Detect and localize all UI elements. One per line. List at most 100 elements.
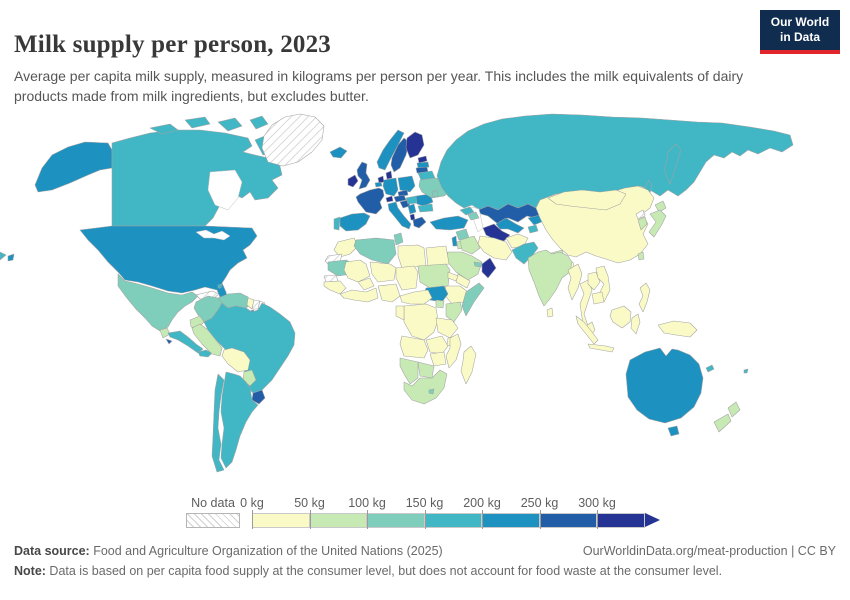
country-azerbaijan[interactable]	[467, 211, 480, 221]
country-honduras-nicaragua[interactable]	[167, 330, 204, 354]
country-drc[interactable]	[403, 303, 439, 341]
country-uzbekistan[interactable]	[495, 217, 525, 234]
country-sumatra[interactable]	[575, 315, 599, 345]
country-spain[interactable]	[339, 212, 371, 232]
country-japan[interactable]	[648, 209, 667, 238]
country-alaska[interactable]	[34, 141, 113, 193]
country-norway[interactable]	[376, 129, 405, 171]
legend-no-data-swatch[interactable]	[186, 513, 240, 528]
country-bahamas[interactable]	[217, 283, 223, 289]
country-nigeria[interactable]	[377, 283, 401, 303]
country-mongolia[interactable]	[547, 189, 627, 211]
legend-bin-swatch[interactable]	[424, 513, 482, 528]
country-turkey[interactable]	[429, 215, 469, 231]
country-canada[interactable]	[111, 129, 283, 227]
country-bolivia[interactable]	[221, 347, 251, 373]
country-north-korea[interactable]	[635, 209, 646, 220]
country-brazil[interactable]	[203, 302, 296, 395]
legend-bin-swatch[interactable]	[482, 513, 540, 528]
country-botswana[interactable]	[417, 361, 435, 379]
country-peru[interactable]	[191, 323, 223, 357]
country-oman[interactable]	[481, 257, 497, 279]
country-angola[interactable]	[399, 335, 429, 359]
country-uruguay[interactable]	[251, 389, 266, 405]
arctic-island[interactable]	[249, 115, 269, 130]
country-russia-kamchatka[interactable]	[663, 143, 682, 185]
legend-bin-swatch[interactable]	[597, 513, 645, 528]
country-saudi-arabia[interactable]	[445, 251, 483, 281]
country-australia[interactable]	[625, 347, 704, 424]
country-czechia[interactable]	[397, 189, 409, 198]
country-senegal[interactable]	[323, 274, 339, 283]
country-egypt[interactable]	[425, 245, 450, 267]
country-morocco[interactable]	[333, 237, 359, 258]
country-georgia[interactable]	[459, 206, 475, 216]
country-philippines[interactable]	[638, 282, 651, 313]
owid-logo[interactable]: Our World in Data	[760, 10, 840, 54]
country-zimbabwe[interactable]	[429, 351, 447, 367]
country-ireland[interactable]	[347, 174, 359, 188]
legend-bin-swatch[interactable]	[367, 513, 425, 528]
country-russia-wrap[interactable]	[0, 251, 7, 261]
country-italy[interactable]	[387, 201, 412, 230]
legend-bin-swatch[interactable]	[539, 513, 597, 528]
arctic-island[interactable]	[217, 117, 243, 132]
country-guinea-region[interactable]	[323, 280, 347, 295]
country-sri-lanka[interactable]	[546, 307, 554, 318]
country-albania[interactable]	[409, 213, 416, 221]
country-new-zealand-south[interactable]	[713, 413, 732, 433]
country-taiwan[interactable]	[637, 251, 645, 261]
country-india[interactable]	[527, 249, 573, 307]
country-mozambique[interactable]	[445, 333, 462, 369]
country-kenya[interactable]	[445, 301, 463, 323]
country-gabon-congo[interactable]	[395, 305, 405, 321]
country-chile[interactable]	[211, 373, 225, 473]
country-sulawesi[interactable]	[630, 313, 641, 335]
country-iceland[interactable]	[329, 146, 348, 159]
country-finland[interactable]	[405, 131, 425, 159]
country-chad[interactable]	[395, 265, 419, 291]
country-denmark[interactable]	[385, 170, 393, 180]
country-costa-rica-panama[interactable]	[197, 349, 213, 358]
country-pakistan[interactable]	[511, 241, 539, 265]
country-burkina-faso[interactable]	[357, 277, 375, 291]
country-sudan[interactable]	[417, 263, 451, 289]
country-portugal[interactable]	[333, 216, 341, 231]
country-iraq[interactable]	[459, 235, 481, 255]
country-west-african-coast[interactable]	[339, 287, 379, 303]
country-israel[interactable]	[451, 235, 458, 247]
country-new-zealand-north[interactable]	[727, 401, 741, 418]
country-greenland[interactable]	[261, 113, 325, 167]
country-austria[interactable]	[393, 194, 407, 203]
country-fiji[interactable]	[743, 368, 749, 374]
country-latvia[interactable]	[416, 161, 430, 169]
country-el-salvador[interactable]	[165, 338, 173, 345]
country-libya[interactable]	[397, 244, 427, 269]
country-serbia[interactable]	[407, 203, 417, 215]
country-poland[interactable]	[397, 175, 416, 193]
country-bulgaria[interactable]	[417, 203, 434, 213]
country-somalia[interactable]	[461, 282, 485, 317]
country-tanzania[interactable]	[435, 317, 459, 339]
country-mexico[interactable]	[117, 273, 199, 332]
country-south-korea[interactable]	[637, 216, 648, 231]
country-hawaii[interactable]	[7, 253, 15, 262]
country-estonia[interactable]	[417, 155, 428, 164]
legend-bin-swatch[interactable]	[309, 513, 367, 528]
country-uk[interactable]	[356, 161, 371, 190]
country-new-caledonia[interactable]	[705, 364, 715, 373]
country-namibia[interactable]	[399, 357, 419, 385]
country-usa[interactable]	[79, 225, 258, 303]
country-belgium[interactable]	[374, 181, 383, 188]
country-lesotho[interactable]	[428, 388, 435, 395]
country-borneo[interactable]	[609, 305, 632, 329]
country-madagascar[interactable]	[460, 345, 477, 385]
country-japan-hokkaido[interactable]	[654, 200, 667, 213]
country-south-africa[interactable]	[403, 369, 448, 405]
arctic-island[interactable]	[184, 116, 211, 129]
country-tajikistan[interactable]	[527, 224, 539, 234]
country-switzerland[interactable]	[385, 195, 394, 203]
country-uae[interactable]	[473, 261, 483, 268]
country-iran[interactable]	[477, 235, 513, 261]
